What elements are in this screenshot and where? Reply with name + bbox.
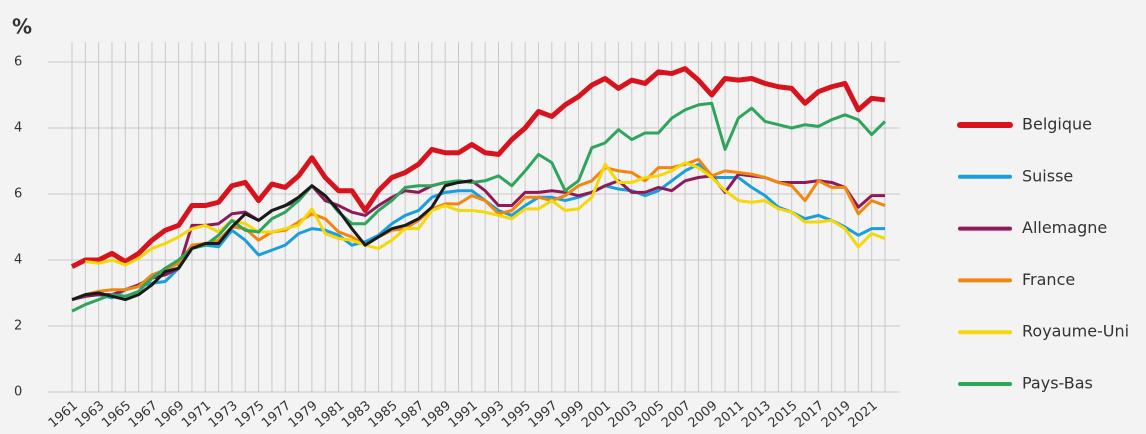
series-line <box>70 66 886 269</box>
x-tick-label: 2017 <box>792 398 827 431</box>
x-tick-label: 2007 <box>659 398 694 431</box>
x-tick-label: 1985 <box>366 398 401 431</box>
y-tick-label: 6 <box>14 187 22 202</box>
series-line <box>71 179 473 302</box>
series-line <box>85 161 886 267</box>
x-tick-label: 1967 <box>126 398 161 431</box>
x-tick-label: 2013 <box>739 398 774 431</box>
x-tick-label: 2019 <box>819 398 854 431</box>
x-tick-label: 2005 <box>632 398 667 431</box>
x-tick-label: 1971 <box>179 398 214 431</box>
y-tick-label: 4 <box>14 253 22 268</box>
x-tick-label: 1975 <box>232 398 267 431</box>
chart-title: % <box>12 15 32 39</box>
x-tick-label: 1983 <box>339 398 374 431</box>
legend-label: Belgique <box>1022 115 1092 134</box>
y-tick-label: 6 <box>14 55 22 70</box>
x-tick-label: 1993 <box>472 398 507 431</box>
x-tick-label: 2011 <box>712 398 747 431</box>
x-tick-label: 1995 <box>499 398 534 431</box>
y-tick-label: 0 <box>14 385 22 400</box>
x-tick-label: 1987 <box>392 398 427 431</box>
x-tick-label: 1981 <box>312 398 347 431</box>
x-tick-label: 2015 <box>766 398 801 431</box>
x-tick-label: 1977 <box>259 398 294 431</box>
series-line <box>71 162 885 302</box>
x-tick-label: 1997 <box>526 398 561 431</box>
x-tick-label: 1969 <box>152 398 187 431</box>
legend-label: Royaume-Uni <box>1022 322 1129 341</box>
legend-label: Pays-Bas <box>1022 374 1093 393</box>
x-tick-label: 1961 <box>46 398 81 431</box>
x-tick-label: 1973 <box>206 398 241 431</box>
x-tick-label: 1999 <box>552 398 587 431</box>
y-tick-label: 4 <box>14 121 22 136</box>
x-tick-label: 1963 <box>72 398 107 431</box>
x-tick-label: 2021 <box>845 398 880 431</box>
legend-label: Suisse <box>1022 166 1073 185</box>
x-tick-label: 1989 <box>419 398 454 431</box>
x-tick-label: 1965 <box>99 398 134 431</box>
legend-label: Allemagne <box>1022 218 1107 237</box>
x-tick-label: 2001 <box>579 398 614 431</box>
x-tick-label: 1979 <box>286 398 321 431</box>
legend-label: France <box>1022 270 1075 289</box>
x-tick-label: 1991 <box>446 398 481 431</box>
y-tick-label: 2 <box>14 319 22 334</box>
x-tick-label: 2009 <box>686 398 721 431</box>
x-tick-label: 2003 <box>606 398 641 431</box>
